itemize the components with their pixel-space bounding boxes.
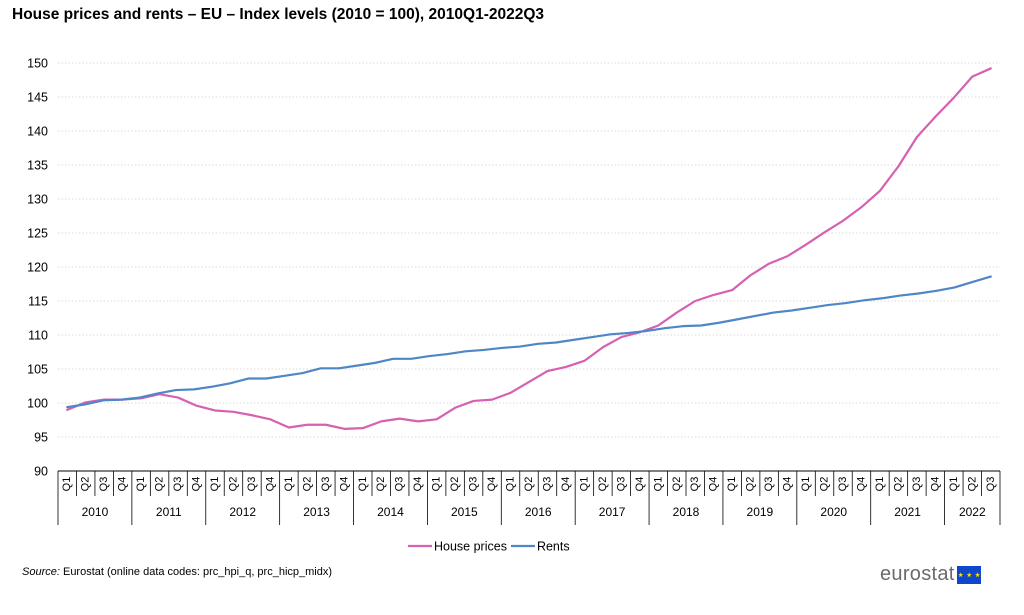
x-tick-label-quarter: Q2	[523, 477, 535, 492]
x-tick-label-quarter: Q4	[708, 477, 720, 492]
y-tick-label: 120	[27, 261, 48, 275]
x-tick-label-quarter: Q1	[505, 477, 517, 492]
x-tick-label-quarter: Q1	[135, 477, 147, 492]
y-tick-label: 90	[34, 465, 48, 479]
x-tick-label-quarter: Q4	[338, 477, 350, 492]
legend: House prices Rents	[408, 540, 570, 554]
x-tick-label-quarter: Q1	[578, 477, 590, 492]
x-tick-label-quarter: Q1	[209, 477, 221, 492]
x-tick-label-quarter: Q4	[117, 477, 129, 492]
x-tick-label-quarter: Q4	[855, 477, 867, 492]
x-tick-label-quarter: Q2	[154, 477, 166, 492]
x-tick-label-quarter: Q3	[394, 477, 406, 492]
x-tick-label-year: 2016	[525, 505, 552, 519]
source-text: Eurostat (online data codes: prc_hpi_q, …	[59, 566, 333, 578]
x-tick-label-quarter: Q2	[301, 477, 313, 492]
x-tick-label-quarter: Q3	[689, 477, 701, 492]
y-tick-label: 95	[34, 431, 48, 445]
x-tick-label-year: 2012	[229, 505, 256, 519]
x-tick-label-quarter: Q4	[560, 477, 572, 492]
x-tick-label-year: 2015	[451, 505, 478, 519]
x-tick-label-quarter: Q1	[61, 477, 73, 492]
y-tick-label: 100	[27, 397, 48, 411]
x-tick-label-quarter: Q1	[874, 477, 886, 492]
x-tick-label-year: 2011	[156, 505, 182, 519]
legend-label-rents: Rents	[537, 540, 570, 554]
x-tick-label-quarter: Q1	[431, 477, 443, 492]
y-tick-label: 130	[27, 193, 48, 207]
x-tick-label-year: 2013	[303, 505, 330, 519]
x-tick-label-quarter: Q4	[929, 477, 941, 492]
x-tick-label-quarter: Q3	[763, 477, 775, 492]
x-tick-label-quarter: Q2	[892, 477, 904, 492]
source-note: Source: Eurostat (online data codes: prc…	[22, 566, 332, 578]
x-tick-label-quarter: Q1	[800, 477, 812, 492]
y-tick-label: 140	[27, 125, 48, 139]
y-tick-label: 110	[28, 329, 48, 343]
x-tick-label-quarter: Q3	[172, 477, 184, 492]
x-tick-label-quarter: Q2	[80, 477, 92, 492]
x-tick-label-quarter: Q2	[449, 477, 461, 492]
x-tick-label-year: 2022	[959, 505, 986, 519]
x-tick-label-quarter: Q4	[634, 477, 646, 492]
series-line-house-prices	[66, 67, 992, 430]
y-axis: 90 95 100 105 110 115 120 125 130 135 140 145 150	[27, 57, 48, 479]
x-tick-label-quarter: Q3	[615, 477, 627, 492]
x-tick-label-quarter: Q1	[726, 477, 738, 492]
y-tick-label: 115	[28, 295, 48, 309]
x-tick-label-year: 2018	[673, 505, 700, 519]
x-tick-label-quarter: Q1	[357, 477, 369, 492]
legend-label-house-prices: House prices	[434, 540, 507, 554]
x-tick-label-year: 2014	[377, 505, 404, 519]
x-tick-label-quarter: Q4	[486, 477, 498, 492]
x-tick-label-quarter: Q2	[597, 477, 609, 492]
x-tick-label-quarter: Q3	[541, 477, 553, 492]
x-tick-label-quarter: Q3	[985, 477, 997, 492]
x-tick-label-quarter: Q2	[671, 477, 683, 492]
y-tick-label: 125	[27, 227, 48, 241]
x-tick-label-quarter: Q3	[246, 477, 258, 492]
x-tick-label-quarter: Q3	[98, 477, 110, 492]
y-tick-label: 135	[27, 159, 48, 173]
x-axis: Q1 Q2 Q3 Q4 Q1 Q2 Q3 Q4 Q1 Q2 Q3 Q4 Q1 Q2 Q3 Q4 Q1 Q2 Q3 Q4…	[57, 470, 1001, 525]
x-tick-label-quarter: Q2	[375, 477, 387, 492]
x-tick-label-quarter: Q3	[320, 477, 332, 492]
series-line-rents	[66, 275, 992, 409]
x-tick-label-quarter: Q2	[966, 477, 978, 492]
grid-layer	[58, 62, 1000, 438]
y-tick-label: 145	[27, 91, 48, 105]
source-label: Source:	[22, 566, 60, 578]
x-tick-label-quarter: Q3	[911, 477, 923, 492]
x-tick-label-year: 2019	[747, 505, 774, 519]
x-tick-label-quarter: Q4	[412, 477, 424, 492]
eurostat-logo: eurostat ⋆⋆⋆	[880, 563, 982, 586]
x-tick-label-year: 2020	[820, 505, 847, 519]
x-tick-label-quarter: Q4	[264, 477, 276, 492]
series-layer	[66, 67, 992, 430]
x-tick-label-quarter: Q1	[948, 477, 960, 492]
x-tick-label-quarter: Q1	[283, 477, 295, 492]
x-tick-label-year: 2017	[599, 505, 626, 519]
x-tick-label-quarter: Q2	[819, 477, 831, 492]
x-tick-label-year: 2021	[894, 505, 921, 519]
x-tick-label-quarter: Q4	[191, 477, 203, 492]
y-tick-label: 105	[27, 363, 48, 377]
y-tick-label: 150	[27, 57, 48, 71]
x-tick-label-quarter: Q4	[782, 477, 794, 492]
x-tick-label-quarter: Q1	[652, 477, 664, 492]
x-tick-label-quarter: Q3	[468, 477, 480, 492]
x-tick-label-quarter: Q3	[837, 477, 849, 492]
eu-flag-icon: ⋆⋆⋆	[956, 565, 982, 584]
x-tick-label-year: 2010	[82, 505, 109, 519]
x-tick-label-quarter: Q2	[227, 477, 239, 492]
x-tick-label-quarter: Q2	[745, 477, 757, 492]
chart-title: House prices and rents – EU – Index leve…	[12, 6, 545, 23]
logo-text: eurostat	[880, 563, 955, 585]
